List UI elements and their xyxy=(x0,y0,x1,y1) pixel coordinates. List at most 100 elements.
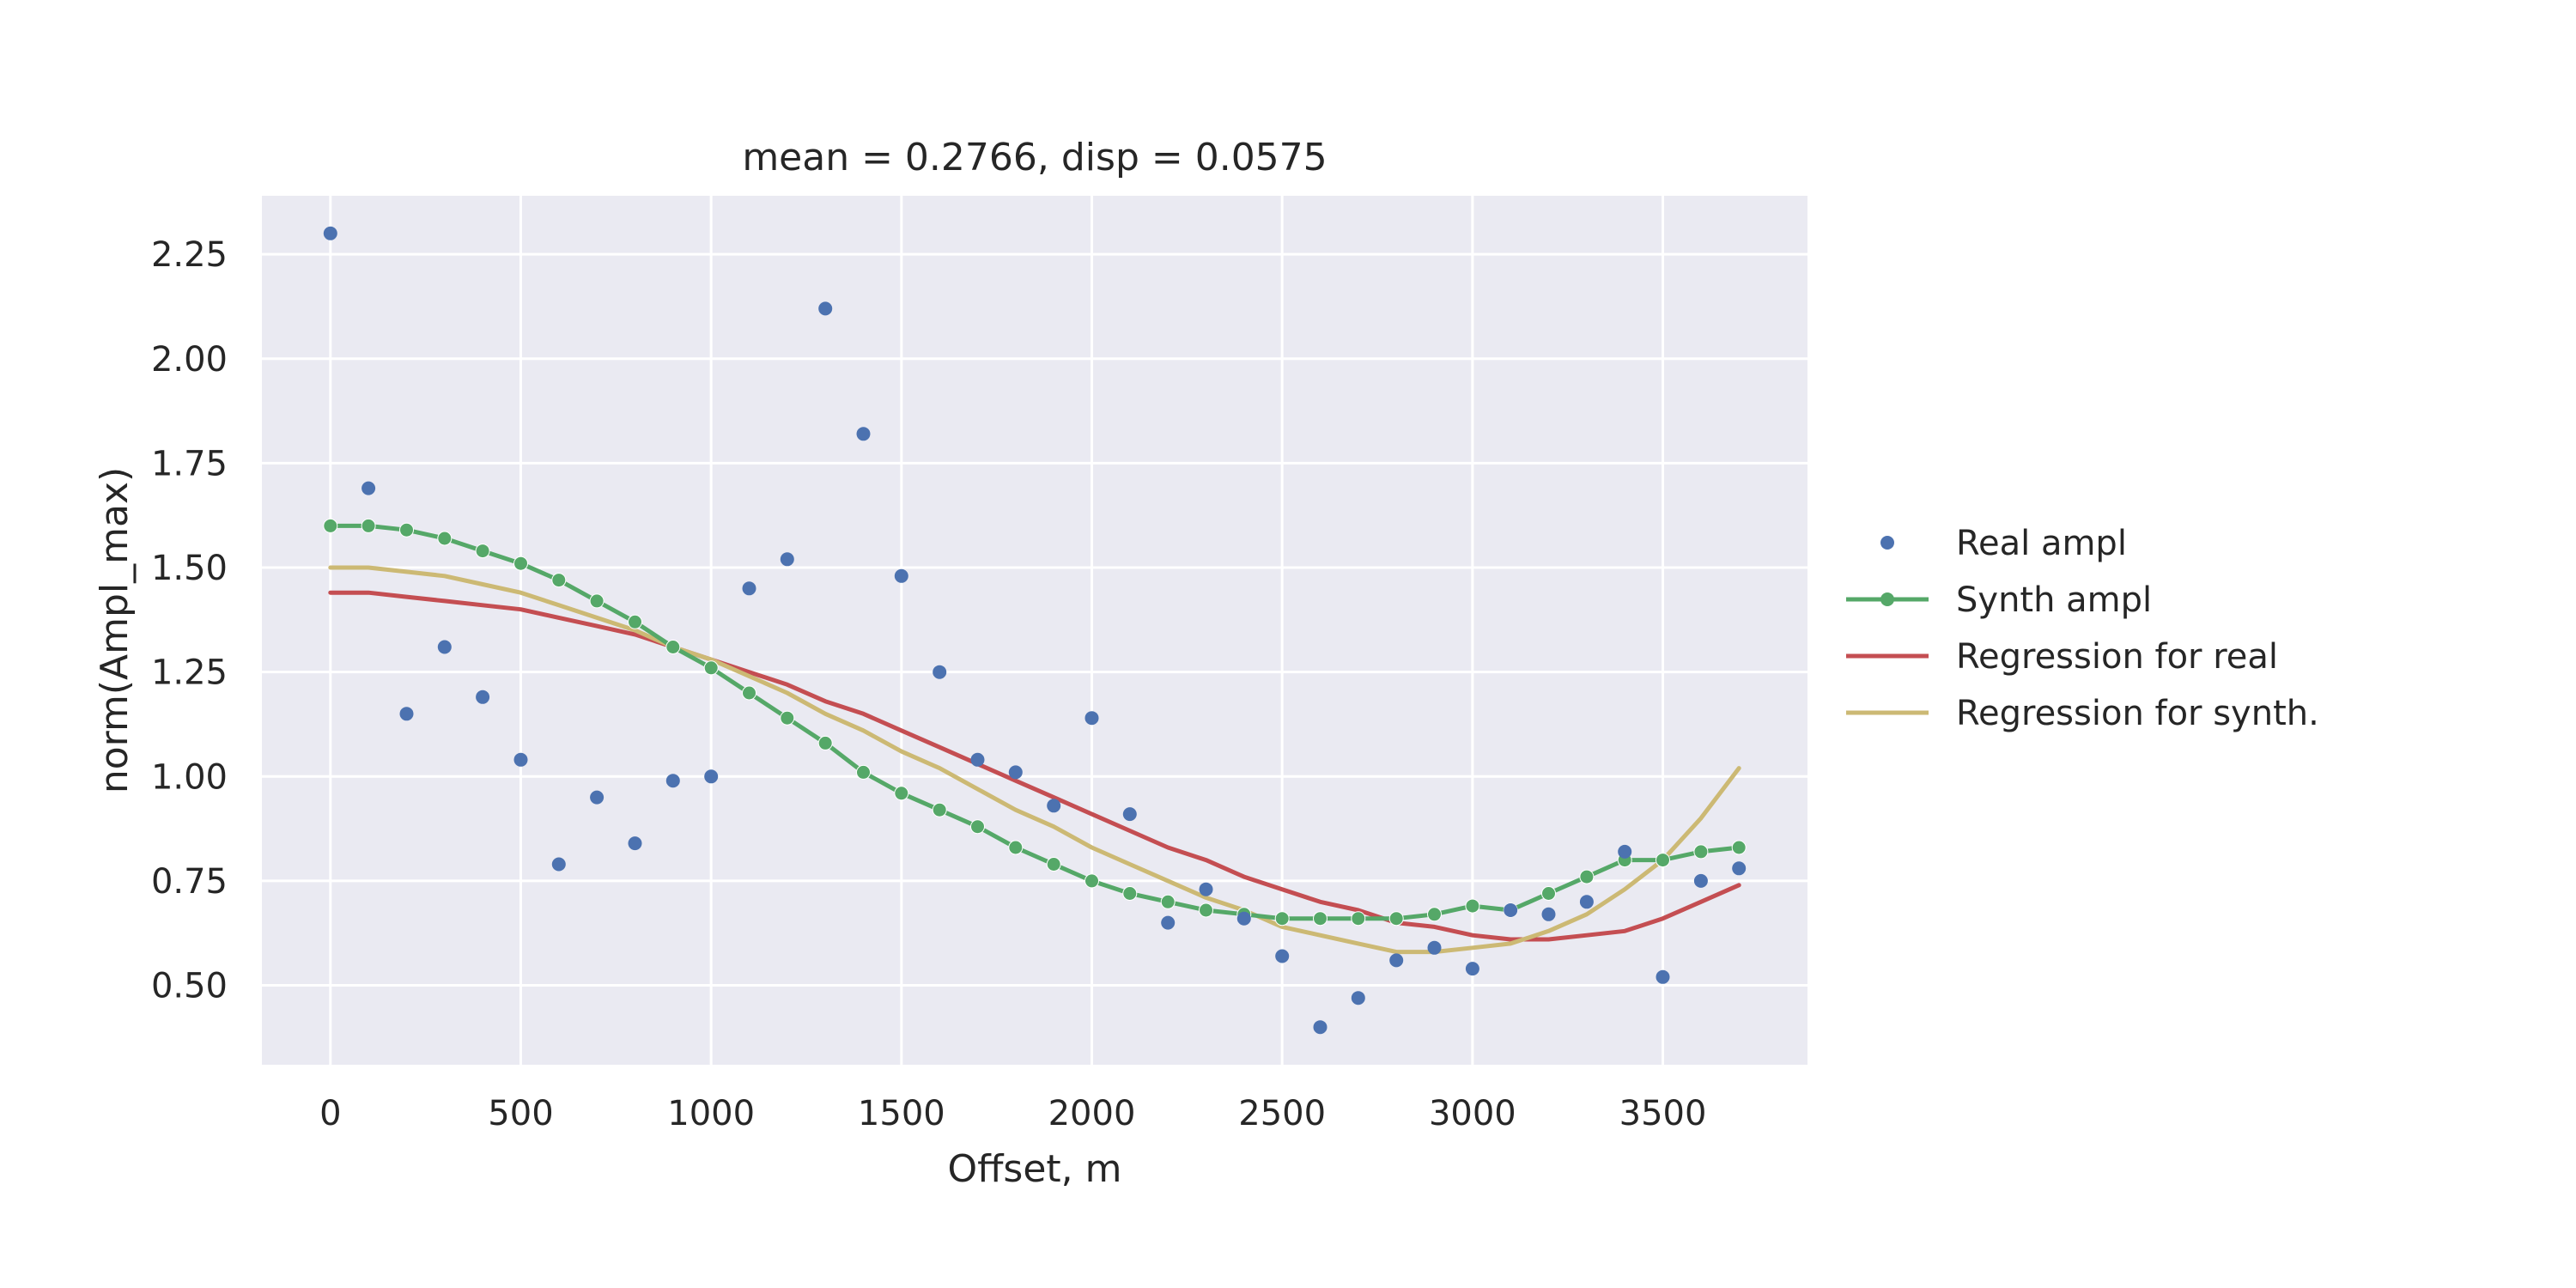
real-ampl-point xyxy=(1579,895,1594,909)
real-ampl-point xyxy=(1618,844,1632,859)
legend-item-regression-for-real: Regression for real xyxy=(1846,637,2278,677)
synth-ampl-point xyxy=(817,735,833,750)
synth-ampl-point xyxy=(551,573,567,588)
synth-ampl-point xyxy=(1122,886,1138,901)
y-axis-label: norm(Ampl_max) xyxy=(93,467,137,793)
real-ampl-point xyxy=(1504,903,1518,917)
y-tick-label: 1.00 xyxy=(151,757,228,797)
x-tick-label: 3500 xyxy=(1619,1094,1707,1133)
synth-ampl-point xyxy=(1465,898,1480,914)
y-tick-label: 1.25 xyxy=(151,653,228,693)
synth-ampl-point xyxy=(513,556,528,571)
synth-ampl-point xyxy=(1693,844,1709,860)
real-ampl-point xyxy=(742,581,756,596)
synth-ampl-point xyxy=(742,685,756,701)
y-tick-label: 2.00 xyxy=(151,340,228,380)
synth-ampl-point xyxy=(1160,894,1176,909)
real-ampl-point xyxy=(970,752,985,767)
real-ampl-point xyxy=(856,427,871,441)
synth-ampl-point xyxy=(970,819,985,835)
x-tick-label: 2000 xyxy=(1048,1094,1136,1133)
real-ampl-point xyxy=(437,640,452,654)
y-tick-label: 0.75 xyxy=(151,862,228,902)
y-tick-label: 1.50 xyxy=(151,549,228,588)
synth-ampl-point xyxy=(1008,840,1024,855)
series-regression-for-synth xyxy=(328,565,1741,955)
real-ampl-point xyxy=(361,481,376,495)
synth-ampl-point xyxy=(399,522,414,538)
series-layer xyxy=(323,226,1747,1035)
real-ampl-point xyxy=(1236,911,1251,926)
synth-ampl-point xyxy=(361,518,376,533)
legend-item-regression-for-synth: Regression for synth. xyxy=(1846,694,2319,733)
real-ampl-point xyxy=(1313,1020,1327,1035)
synth-ampl-point xyxy=(1084,873,1099,889)
synth-ampl-point xyxy=(1731,840,1747,855)
legend-item-synth-ampl: Synth ampl xyxy=(1846,580,2152,620)
synth-ampl-point xyxy=(1579,869,1595,884)
legend-label: Synth ampl xyxy=(1956,580,2152,620)
synth-ampl-point xyxy=(856,764,871,780)
synth-ampl-point xyxy=(1199,902,1213,918)
legend-item-real-ampl: Real ampl xyxy=(1880,524,2127,563)
synth-ampl-point xyxy=(1046,857,1061,872)
synth-ampl-point xyxy=(932,802,947,817)
x-tick-label: 500 xyxy=(488,1094,553,1133)
synth-ampl-point xyxy=(894,786,909,801)
real-ampl-point xyxy=(1427,940,1442,955)
regression-for-real-line xyxy=(328,590,1741,942)
synth-ampl-point xyxy=(437,531,453,546)
real-ampl-point xyxy=(1275,949,1290,963)
synth-ampl-point xyxy=(1541,886,1556,901)
synth-ampl-point xyxy=(1313,911,1327,927)
legend-swatch-marker xyxy=(1880,592,1894,606)
real-ampl-point xyxy=(1199,882,1213,896)
real-ampl-point xyxy=(590,790,605,805)
legend: Real ampl Synth ampl Regression for real Re… xyxy=(1846,524,2319,733)
series-regression-for-real xyxy=(328,590,1741,942)
synth-ampl-point xyxy=(780,710,795,726)
real-ampl-point xyxy=(1732,861,1747,876)
real-ampl-point xyxy=(780,552,794,567)
y-tick-label: 2.25 xyxy=(151,235,228,275)
legend-swatch-marker xyxy=(1880,536,1894,550)
synth-ampl-point xyxy=(1427,907,1442,922)
synth-ampl-point xyxy=(589,593,605,609)
real-ampl-point xyxy=(1084,711,1099,726)
x-tick-label: 0 xyxy=(319,1094,341,1133)
series-real-ampl xyxy=(323,226,1747,1035)
real-ampl-point xyxy=(1693,873,1708,888)
real-ampl-point xyxy=(476,690,490,704)
synth-ampl-point xyxy=(1388,911,1404,927)
real-ampl-point xyxy=(628,836,642,851)
tick-labels: 0 500 1000 1500 2000 2500 3000 3500 0.50 0.75 1.00… xyxy=(151,235,1706,1133)
synth-ampl-point xyxy=(703,660,719,676)
chart-title: mean = 0.2766, disp = 0.0575 xyxy=(742,136,1327,179)
real-ampl-point xyxy=(513,752,528,767)
real-ampl-point xyxy=(551,857,566,872)
x-tick-label: 1500 xyxy=(858,1094,945,1133)
x-tick-label: 3000 xyxy=(1429,1094,1516,1133)
real-ampl-point xyxy=(1008,765,1023,780)
synth-ampl-point xyxy=(323,518,338,533)
x-tick-label: 2500 xyxy=(1238,1094,1326,1133)
real-ampl-point xyxy=(894,568,908,583)
real-ampl-point xyxy=(1541,907,1556,921)
real-ampl-point xyxy=(665,774,680,788)
real-ampl-point xyxy=(323,226,337,240)
legend-label: Regression for real xyxy=(1956,637,2278,677)
synth-ampl-point xyxy=(1656,853,1670,868)
synth-ampl-point xyxy=(1274,911,1290,927)
y-tick-label: 1.75 xyxy=(151,444,228,483)
real-ampl-point xyxy=(1389,953,1404,968)
real-ampl-point xyxy=(1351,991,1365,1005)
real-ampl-point xyxy=(1656,969,1670,984)
real-ampl-point xyxy=(1122,807,1137,822)
x-axis-label: Offset, m xyxy=(947,1147,1121,1191)
regression-for-synth-line xyxy=(328,565,1741,955)
synth-ampl-point xyxy=(1351,911,1366,927)
legend-label: Real ampl xyxy=(1956,524,2127,563)
synth-ampl-point xyxy=(665,640,681,654)
legend-label: Regression for synth. xyxy=(1956,694,2319,733)
